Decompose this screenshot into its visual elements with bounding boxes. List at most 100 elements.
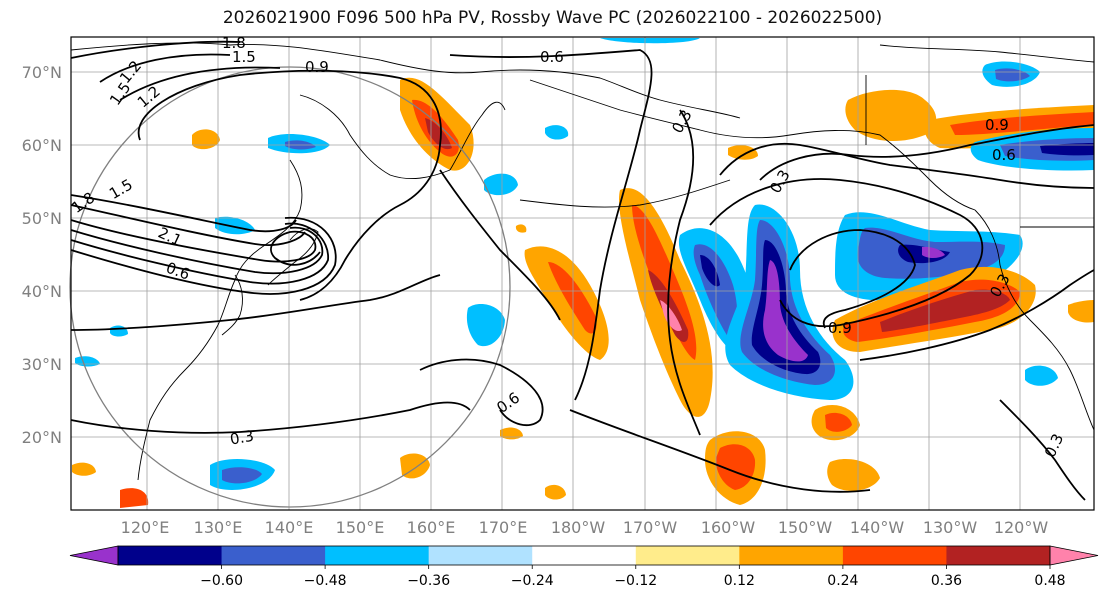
positive-anomaly-south-3 bbox=[827, 458, 880, 491]
coastline-bering bbox=[529, 79, 701, 131]
contour-1p5-north bbox=[99, 53, 231, 83]
positive-anomaly-east-edge bbox=[1068, 300, 1094, 323]
coastline-na-west bbox=[974, 209, 1095, 431]
positive-anomaly-ne bbox=[845, 89, 937, 142]
positive-anomaly-small-1 bbox=[192, 129, 220, 150]
colorbar-boxes bbox=[118, 546, 1051, 565]
contour-jet-5 bbox=[70, 194, 297, 233]
lon-label-120e: 120°E bbox=[121, 518, 170, 537]
colorbar-extend-left bbox=[69, 545, 119, 566]
lon-label-130w: 130°W bbox=[923, 518, 978, 537]
contour-0p3-southwest bbox=[569, 409, 871, 493]
positive-anomaly-south-6 bbox=[72, 462, 96, 476]
coastline-siberia-north bbox=[70, 42, 741, 119]
map-frame bbox=[70, 36, 1095, 511]
colorbar-tick-label: −0.60 bbox=[200, 573, 243, 589]
contour-0p6-ring-east bbox=[709, 178, 984, 328]
lon-label-170w: 170°W bbox=[623, 518, 678, 537]
positive-anomaly-alaska bbox=[728, 145, 758, 160]
colorbar-box bbox=[428, 546, 533, 565]
contour-0p6-south bbox=[419, 358, 544, 427]
positive-anomaly-south-5 bbox=[120, 488, 149, 508]
positive-anomaly-south-8 bbox=[545, 484, 566, 500]
negative-anomaly-crescent-150w-max bbox=[763, 260, 808, 362]
positive-anomaly-band-165w-max bbox=[660, 300, 682, 332]
lon-label-140e: 140°E bbox=[265, 518, 314, 537]
gridlines bbox=[71, 37, 1094, 510]
contour-0p6-trough bbox=[719, 142, 1095, 189]
colorbar-box bbox=[842, 546, 947, 565]
positive-anomaly-ne-siberia-max bbox=[425, 118, 452, 150]
contour-0p9-trough bbox=[759, 124, 1095, 181]
contour-label: 0.6 bbox=[992, 146, 1016, 164]
contour-jet-1 bbox=[70, 219, 321, 266]
contour-label: 0.9 bbox=[985, 116, 1009, 134]
contour-label: 1.8 bbox=[222, 34, 246, 52]
anomaly-fills bbox=[72, 38, 1094, 508]
colorbar-tick-label: 0.24 bbox=[827, 573, 858, 589]
contour-jet-4 bbox=[70, 204, 306, 246]
contour-jet-2 bbox=[70, 226, 324, 275]
contour-label: 1.5 bbox=[232, 48, 256, 66]
positive-anomaly-south-4 bbox=[400, 453, 430, 479]
contour-label: 0.9 bbox=[305, 58, 329, 76]
contour-0p3-ridge bbox=[439, 169, 561, 321]
colorbar-box bbox=[221, 546, 326, 565]
map-title: 2026021900 F096 500 hPa PV, Rossby Wave … bbox=[222, 8, 883, 28]
negative-anomaly-small-5 bbox=[466, 304, 505, 347]
colorbar-tick-label: −0.48 bbox=[304, 573, 347, 589]
colorbar-box bbox=[739, 546, 844, 565]
lon-label-150e: 150°E bbox=[336, 518, 385, 537]
contour-1p8-north bbox=[70, 40, 241, 59]
negative-anomaly-ne-band-dark bbox=[1040, 143, 1094, 156]
negative-anomaly-small-2 bbox=[484, 173, 518, 196]
lon-label-130e: 130°E bbox=[194, 518, 243, 537]
contour-label: 0.3 bbox=[229, 427, 256, 449]
coastline-canada-north bbox=[879, 44, 1095, 63]
colorbar-tick-label: 0.12 bbox=[724, 573, 755, 589]
latitude-labels: 70°N 60°N 50°N 40°N 30°N 20°N bbox=[22, 63, 62, 447]
lat-label-70n: 70°N bbox=[22, 63, 62, 82]
colorbar-box bbox=[635, 546, 740, 565]
lat-label-40n: 40°N bbox=[22, 282, 62, 301]
contour-0p6-ridge bbox=[449, 49, 653, 401]
colorbar-box bbox=[118, 546, 223, 565]
contour-0p3-asia bbox=[70, 401, 471, 434]
negative-anomaly-east-140w-max bbox=[922, 246, 945, 258]
positive-anomaly-south-7 bbox=[500, 427, 523, 440]
negative-anomaly-band-160w-dark bbox=[700, 255, 720, 287]
contour-0p6-asia bbox=[70, 274, 441, 331]
contour-jet-3 bbox=[70, 222, 329, 285]
colorbar: −0.60 −0.48 −0.36 −0.24 −0.12 0.12 0.24 0.36 0.4… bbox=[69, 545, 1099, 589]
lat-label-60n: 60°N bbox=[22, 136, 62, 155]
colorbar-frame bbox=[117, 545, 1051, 566]
contour-jet-6 bbox=[70, 217, 337, 295]
colorbar-extend-right bbox=[1049, 545, 1099, 566]
positive-anomaly-tongue-1-core bbox=[548, 262, 597, 334]
lat-label-30n: 30°N bbox=[22, 355, 62, 374]
positive-anomaly-diagonal-dark bbox=[880, 289, 1010, 332]
lon-label-160e: 160°E bbox=[407, 518, 456, 537]
colorbar-tick-label: −0.36 bbox=[407, 573, 450, 589]
positive-anomaly-south-1-core bbox=[715, 444, 756, 490]
lon-label-150w: 150°W bbox=[778, 518, 833, 537]
negative-anomaly-small-3 bbox=[545, 125, 569, 140]
coastline-kamchatka bbox=[449, 101, 506, 171]
negative-anomaly-top bbox=[600, 38, 700, 44]
lon-label-170e: 170°E bbox=[479, 518, 528, 537]
contour-label: 0.9 bbox=[828, 319, 852, 337]
coastline-korea bbox=[221, 274, 243, 336]
lon-label-140w: 140°W bbox=[850, 518, 905, 537]
contour-0p9-ring bbox=[137, 69, 442, 301]
contour-0p6-east-south bbox=[859, 269, 1095, 361]
positive-anomaly-south-2-core bbox=[825, 412, 852, 432]
contour-label: 0.6 bbox=[540, 48, 564, 66]
colorbar-tick-label: −0.12 bbox=[614, 573, 657, 589]
pv-contours bbox=[70, 40, 1095, 501]
lat-label-50n: 50°N bbox=[22, 209, 62, 228]
contour-0p9-inner bbox=[789, 229, 916, 329]
coastline-aleutians bbox=[519, 179, 731, 208]
negative-anomaly-small-east bbox=[1025, 365, 1058, 386]
colorbar-tick-label: 0.36 bbox=[931, 573, 962, 589]
